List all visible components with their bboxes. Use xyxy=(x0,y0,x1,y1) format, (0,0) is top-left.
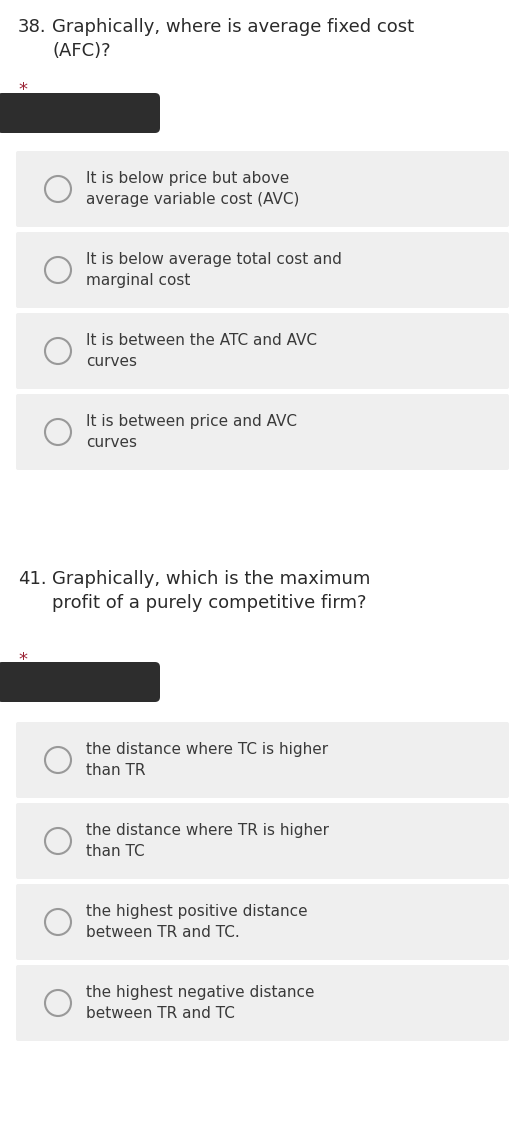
FancyBboxPatch shape xyxy=(16,313,509,389)
Text: *: * xyxy=(18,81,27,99)
Text: It is between the ATC and AVC
curves: It is between the ATC and AVC curves xyxy=(86,333,317,369)
FancyBboxPatch shape xyxy=(16,884,509,960)
FancyBboxPatch shape xyxy=(0,93,160,134)
Text: Graphically, where is average fixed cost
(AFC)?: Graphically, where is average fixed cost… xyxy=(52,18,414,59)
FancyBboxPatch shape xyxy=(16,232,509,309)
Text: It is below price but above
average variable cost (AVC): It is below price but above average vari… xyxy=(86,172,299,206)
Text: It is between price and AVC
curves: It is between price and AVC curves xyxy=(86,414,297,450)
Text: 38.: 38. xyxy=(18,18,47,36)
FancyBboxPatch shape xyxy=(0,662,160,702)
Text: 41.: 41. xyxy=(18,570,47,588)
Text: *: * xyxy=(18,651,27,669)
FancyBboxPatch shape xyxy=(16,965,509,1041)
Text: the distance where TR is higher
than TC: the distance where TR is higher than TC xyxy=(86,824,329,858)
Text: It is below average total cost and
marginal cost: It is below average total cost and margi… xyxy=(86,252,342,287)
Text: the highest positive distance
between TR and TC.: the highest positive distance between TR… xyxy=(86,904,308,940)
FancyBboxPatch shape xyxy=(16,803,509,879)
Text: the highest negative distance
between TR and TC: the highest negative distance between TR… xyxy=(86,985,314,1021)
Text: Graphically, which is the maximum
profit of a purely competitive firm?: Graphically, which is the maximum profit… xyxy=(52,570,370,611)
FancyBboxPatch shape xyxy=(16,721,509,798)
FancyBboxPatch shape xyxy=(16,151,509,227)
FancyBboxPatch shape xyxy=(16,394,509,470)
Text: the distance where TC is higher
than TR: the distance where TC is higher than TR xyxy=(86,743,328,778)
